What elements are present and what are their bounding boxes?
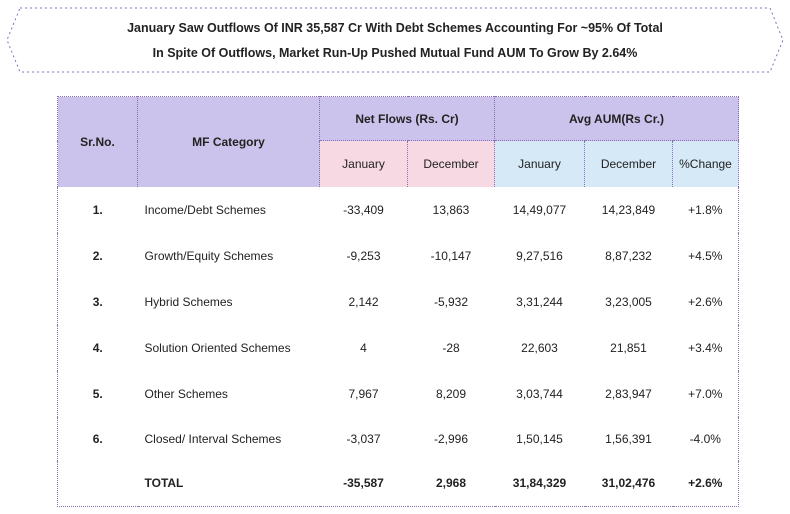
- row-nf-december: 13,863: [432, 202, 470, 217]
- header-nf-january: January: [319, 140, 408, 187]
- row-nf-january: -3,037: [346, 431, 381, 446]
- row-nf-january: 7,967: [348, 386, 379, 401]
- header-net-flows: Net Flows (Rs. Cr): [319, 96, 495, 141]
- row-srno: 2.: [92, 248, 103, 263]
- table-row: 2. Growth/Equity Schemes -9,253 -10,147 …: [58, 233, 739, 279]
- banner-outline: [6, 7, 784, 73]
- table-row: 5. Other Schemes 7,967 8,209 3,03,744 2,…: [58, 371, 739, 417]
- row-aum-january: 22,603: [521, 340, 558, 355]
- row-nf-december: -2,996: [433, 431, 469, 446]
- table-row: 4. Solution Oriented Schemes 4 -28 22,60…: [58, 325, 739, 371]
- row-nf-december: -28: [442, 340, 460, 355]
- table-row: 6. Closed/ Interval Schemes -3,037 -2,99…: [58, 417, 739, 461]
- row-aum-december: 8,87,232: [605, 248, 652, 263]
- headline-line-1: January Saw Outflows Of INR 35,587 Cr Wi…: [127, 21, 663, 35]
- row-change: -4.0%: [689, 431, 721, 446]
- row-aum-january: 9,27,516: [516, 248, 563, 263]
- total-srno: [58, 461, 138, 507]
- total-change: +2.6%: [688, 476, 723, 491]
- row-aum-december: 21,851: [610, 340, 647, 355]
- row-category: Solution Oriented Schemes: [144, 340, 291, 355]
- header-avg-aum: Avg AUM(Rs Cr.): [494, 96, 739, 141]
- row-aum-december: 1,56,391: [605, 431, 652, 446]
- headline-banner: January Saw Outflows Of INR 35,587 Cr Wi…: [6, 7, 784, 73]
- row-nf-january: -9,253: [346, 248, 381, 263]
- row-aum-january: 14,49,077: [512, 202, 567, 217]
- row-aum-december: 14,23,849: [601, 202, 656, 217]
- header-category: MF Category: [137, 96, 320, 187]
- row-category: Hybrid Schemes: [144, 294, 233, 309]
- row-nf-january: -33,409: [343, 202, 384, 217]
- row-aum-december: 2,83,947: [605, 386, 652, 401]
- row-srno: 5.: [92, 386, 103, 401]
- total-row: TOTAL -35,587 2,968 31,84,329 31,02,476 …: [58, 461, 739, 507]
- row-nf-december: 8,209: [435, 386, 467, 401]
- row-category: Closed/ Interval Schemes: [144, 431, 282, 446]
- row-srno: 1.: [92, 202, 103, 217]
- table-row: 3. Hybrid Schemes 2,142 -5,932 3,31,244 …: [58, 279, 739, 325]
- row-category: Other Schemes: [144, 386, 228, 401]
- row-change: +2.6%: [688, 294, 723, 309]
- row-aum-january: 3,03,744: [516, 386, 563, 401]
- total-aum-december: 31,02,476: [601, 476, 656, 491]
- row-aum-january: 3,31,244: [516, 294, 563, 309]
- row-srno: 4.: [92, 340, 103, 355]
- total-aum-january: 31,84,329: [512, 476, 567, 491]
- row-nf-january: 4: [360, 340, 367, 355]
- total-label: TOTAL: [144, 476, 184, 491]
- row-aum-december: 3,23,005: [605, 294, 652, 309]
- total-nf-january: -35,587: [343, 476, 384, 491]
- row-change: +1.8%: [688, 202, 723, 217]
- row-srno: 6.: [92, 431, 103, 446]
- header-aum-january: January: [494, 140, 585, 187]
- mf-flows-table: Sr.No. MF Category Net Flows (Rs. Cr) Av…: [57, 96, 739, 507]
- table-row: 1. Income/Debt Schemes -33,409 13,863 14…: [58, 187, 739, 233]
- row-srno: 3.: [92, 294, 103, 309]
- headline-line-2: In Spite Of Outflows, Market Run-Up Push…: [152, 46, 638, 60]
- header-nf-december: December: [407, 140, 495, 187]
- row-nf-december: -10,147: [430, 248, 472, 263]
- row-category: Income/Debt Schemes: [144, 202, 266, 217]
- row-nf-december: -5,932: [433, 294, 469, 309]
- row-change: +4.5%: [688, 248, 723, 263]
- row-change: +7.0%: [688, 386, 723, 401]
- total-nf-december: 2,968: [435, 476, 467, 491]
- header-change: %Change: [672, 140, 739, 187]
- header-srno: Sr.No.: [57, 96, 138, 187]
- header-aum-december: December: [584, 140, 673, 187]
- row-change: +3.4%: [688, 340, 723, 355]
- row-aum-january: 1,50,145: [516, 431, 563, 446]
- row-category: Growth/Equity Schemes: [144, 248, 274, 263]
- row-nf-january: 2,142: [348, 294, 379, 309]
